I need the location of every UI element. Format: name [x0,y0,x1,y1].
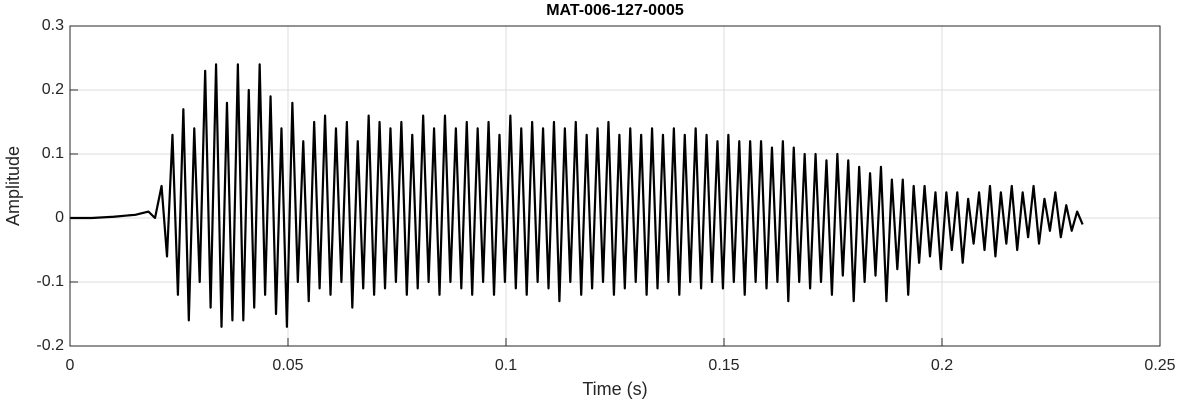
y-tick-label: -0.2 [36,337,64,354]
x-axis-label: Time (s) [582,379,647,399]
waveform-line [70,63,1084,328]
x-tick-label: 0.1 [495,357,517,374]
axes-box [69,25,1161,347]
y-tick-label: 0.1 [42,145,64,162]
x-tick-label: 0.15 [708,357,739,374]
chart-title: MAT-006-127-0005 [546,2,684,19]
x-tick-label: 0.2 [931,357,953,374]
x-tick-label: 0.25 [1144,357,1175,374]
x-tick-label: 0 [66,357,75,374]
y-tick-label: -0.1 [36,273,64,290]
y-tick-label: 0.2 [42,81,64,98]
y-tick-label: 0.3 [42,17,64,34]
x-tick-label: 0.05 [272,357,303,374]
y-tick-label: 0 [55,209,64,226]
y-axis-label: Amplitude [3,146,23,226]
